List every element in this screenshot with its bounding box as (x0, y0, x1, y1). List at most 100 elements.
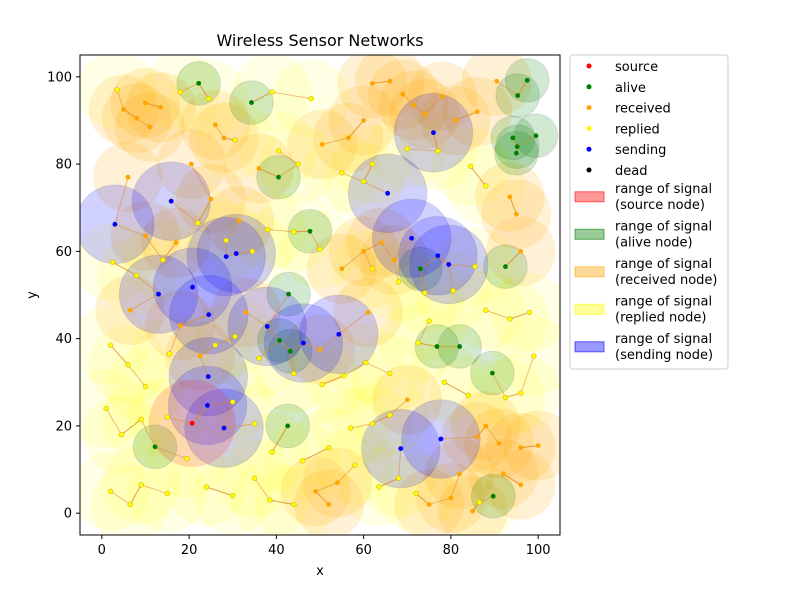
range-circle-replied (80, 452, 150, 531)
link-line (428, 497, 452, 505)
node-point-received (313, 488, 319, 494)
node-point-replied (264, 226, 271, 233)
link-line (136, 117, 151, 128)
node-point-replied (267, 497, 273, 503)
node-point-sending (264, 324, 270, 329)
y-tick-label: 20 (55, 419, 72, 434)
legend-patch (574, 341, 605, 353)
link-line (350, 423, 373, 429)
node-point-received (369, 80, 375, 86)
node-point-replied (291, 370, 297, 377)
link-line (105, 408, 122, 435)
link-line (448, 264, 454, 291)
link-line (123, 109, 138, 119)
link-line (419, 268, 426, 293)
node-point-sending (221, 425, 227, 431)
node-point-alive (533, 133, 539, 139)
link-line (509, 311, 530, 320)
y-axis-ticks: 0 20 40 60 80 100 (47, 70, 80, 522)
node-point-replied (483, 183, 489, 189)
link-line (223, 401, 234, 429)
link-line (491, 372, 506, 398)
node-point-alive (307, 228, 313, 234)
node-point-received (236, 218, 242, 224)
node-point-received (496, 440, 502, 446)
link-line (321, 375, 345, 385)
legend-label: range of signal (source node) (615, 182, 712, 213)
node-point-sending (435, 253, 441, 259)
legend-label: range of signal (alive node) (615, 219, 712, 250)
legend-label: dead (615, 164, 647, 179)
link-line (199, 355, 209, 377)
node-point-received (378, 240, 384, 246)
link-line (365, 362, 391, 375)
node-point-replied (134, 272, 140, 279)
node-point-received (158, 104, 164, 110)
link-line (516, 135, 537, 148)
node-point-alive (524, 77, 530, 83)
link-line (520, 445, 539, 449)
link-line (398, 448, 402, 479)
link-line (418, 342, 438, 347)
range-circle-replied (494, 316, 560, 396)
link-line (337, 464, 356, 483)
node-point-replied (387, 370, 393, 377)
legend-marker (586, 63, 592, 69)
node-point-received (518, 248, 524, 254)
node-point-received (404, 397, 410, 403)
link-line (420, 255, 439, 270)
node-point-alive (249, 100, 254, 105)
node-point-alive (503, 264, 508, 270)
node-point-sending (206, 312, 212, 318)
node-point-replied (138, 416, 144, 423)
node-point-replied (203, 484, 210, 490)
link-line (517, 80, 528, 96)
node-point-replied (526, 309, 533, 316)
node-point-sending (112, 221, 118, 227)
node-point-received (400, 91, 406, 97)
link-line (114, 177, 129, 225)
link-line (380, 242, 395, 261)
link-line (168, 325, 181, 355)
node-point-replied (465, 392, 472, 399)
link-line (503, 473, 521, 486)
link-line (197, 198, 212, 224)
node-point-sending (336, 331, 342, 337)
link-line (319, 333, 340, 350)
link-line (145, 235, 164, 261)
node-point-received (188, 161, 194, 167)
node-point-replied (110, 259, 116, 265)
node-point-received (387, 78, 393, 84)
node-point-replied (450, 287, 456, 294)
node-point-sending (168, 198, 174, 204)
link-line (269, 499, 294, 505)
node-point-replied (299, 458, 306, 464)
link-line (393, 259, 400, 283)
link-line (127, 364, 146, 387)
node-point-alive (457, 344, 463, 349)
link-line (245, 312, 268, 327)
node-point-alive (286, 291, 291, 297)
link-line (236, 250, 253, 255)
node-point-received (426, 502, 432, 507)
node-point-replied (166, 351, 173, 357)
legend-label: alive (615, 81, 646, 96)
node-point-replied (531, 353, 537, 359)
node-point-alive (434, 344, 440, 349)
node-point-replied (308, 95, 314, 102)
node-point-alive (489, 370, 495, 376)
node-point-alive (276, 174, 281, 180)
node-point-sending (233, 251, 239, 256)
legend-marker (586, 105, 592, 111)
node-point-replied (275, 148, 282, 154)
node-point-replied (177, 89, 184, 95)
node-point-replied (206, 95, 212, 102)
legend-patch (574, 266, 605, 278)
y-tick-label: 100 (47, 70, 72, 85)
link-line (363, 181, 388, 194)
node-point-replied (114, 87, 120, 93)
node-point-replied (483, 307, 489, 313)
node-point-received (411, 102, 417, 108)
link-line (271, 91, 312, 100)
node-point-received (221, 135, 227, 141)
